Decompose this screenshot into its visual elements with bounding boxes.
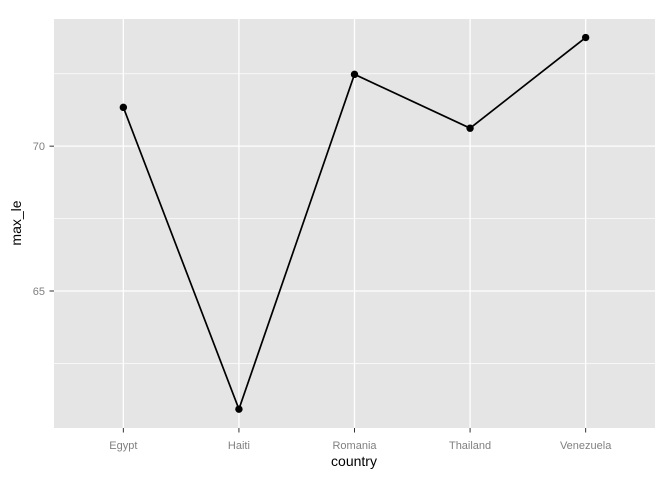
x-axis-title: country <box>331 453 377 469</box>
y-tick-label: 65 <box>33 286 45 298</box>
x-tick-label: Romania <box>332 440 377 452</box>
x-tick-label: Egypt <box>109 440 137 452</box>
y-tick-label: 70 <box>33 141 45 153</box>
data-point <box>235 405 243 413</box>
data-point <box>119 103 128 112</box>
data-point <box>581 33 590 42</box>
data-point <box>350 70 359 79</box>
x-tick-label: Thailand <box>449 440 491 452</box>
y-axis-title: max_le <box>8 200 24 246</box>
data-point <box>466 124 474 132</box>
x-tick-label: Venezuela <box>560 440 612 452</box>
x-tick-label: Haiti <box>228 440 250 452</box>
